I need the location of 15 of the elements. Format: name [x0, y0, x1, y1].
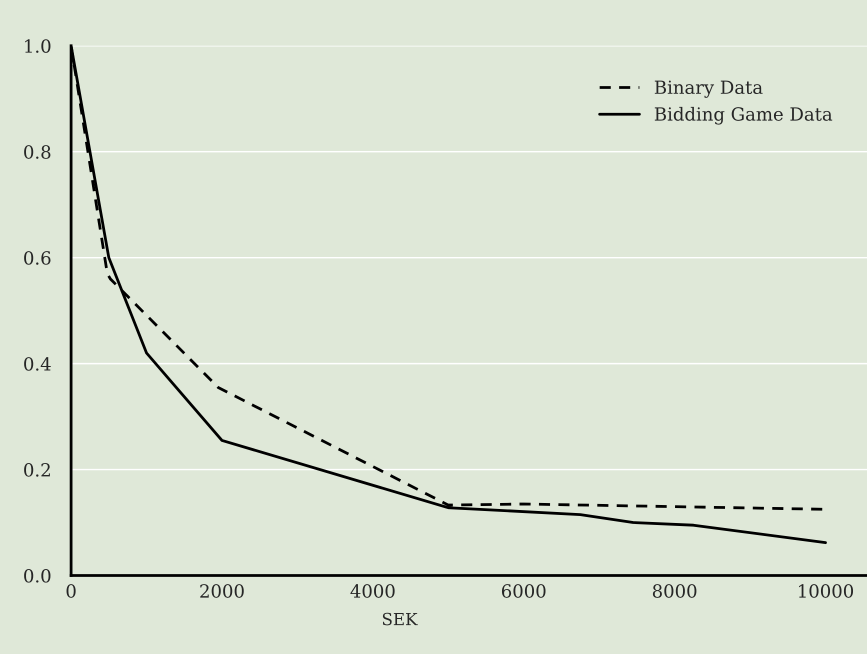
x-tick-label: 4000: [350, 584, 395, 598]
x-axis-title: SEK: [382, 612, 418, 626]
y-tick-label: 0.4: [24, 357, 51, 371]
y-tick-label: 0.8: [24, 145, 50, 159]
y-tick-label: 0.0: [24, 568, 50, 583]
x-tick-label: 0: [66, 584, 76, 598]
x-tick-label: 8000: [652, 584, 696, 598]
x-tick-label: 6000: [502, 584, 546, 598]
y-tick-label: 0.2: [24, 463, 50, 477]
x-tick-label: 2000: [200, 584, 244, 598]
legend-label: Bidding Game Data: [654, 106, 832, 125]
x-tick-label: 10000: [798, 584, 854, 598]
y-tick-label: 0.6: [24, 251, 51, 265]
legend-label: Binary Data: [654, 80, 763, 98]
y-tick-label: 1.0: [25, 39, 50, 53]
